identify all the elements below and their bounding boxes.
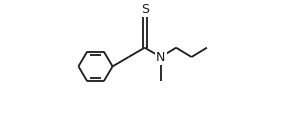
Text: S: S [141, 3, 149, 16]
Text: N: N [156, 51, 165, 63]
